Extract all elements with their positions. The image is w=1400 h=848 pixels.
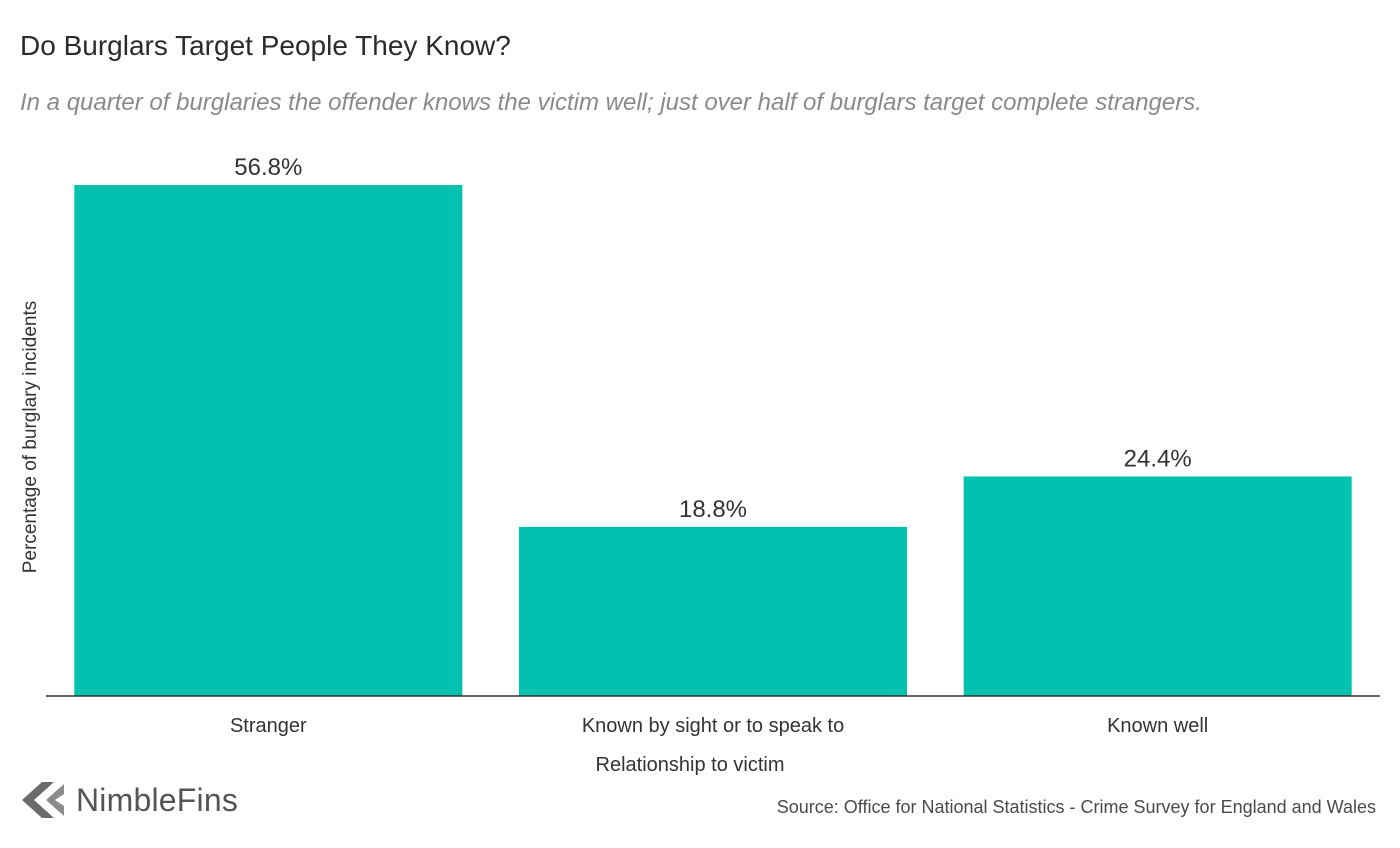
- x-tick-label-1: Known by sight or to speak to: [582, 715, 844, 737]
- chevron-left-icon: [22, 782, 64, 818]
- brand-name: NimbleFins: [76, 781, 239, 818]
- nimblefins-logo: NimbleFins: [18, 780, 238, 820]
- chart-subtitle: In a quarter of burglaries the offender …: [20, 89, 1202, 116]
- data-label-0: 56.8%: [234, 154, 302, 181]
- data-label-2: 24.4%: [1124, 445, 1192, 472]
- bar-0: [74, 185, 463, 696]
- x-tick-label-2: Known well: [1107, 715, 1208, 737]
- x-tick-label-0: Stranger: [230, 715, 307, 737]
- bar-1: [519, 526, 907, 696]
- x-axis-label: Relationship to victim: [596, 754, 785, 776]
- y-axis-label: Percentage of burglary incidents: [20, 301, 41, 574]
- source-note: Source: Office for National Statistics -…: [776, 797, 1376, 817]
- chart-title: Do Burglars Target People They Know?: [20, 30, 511, 61]
- data-label-1: 18.8%: [679, 496, 747, 523]
- bar-2: [963, 476, 1352, 696]
- bars-layer: 56.8% Stranger 18.8% Known by sight or to s…: [74, 154, 1352, 737]
